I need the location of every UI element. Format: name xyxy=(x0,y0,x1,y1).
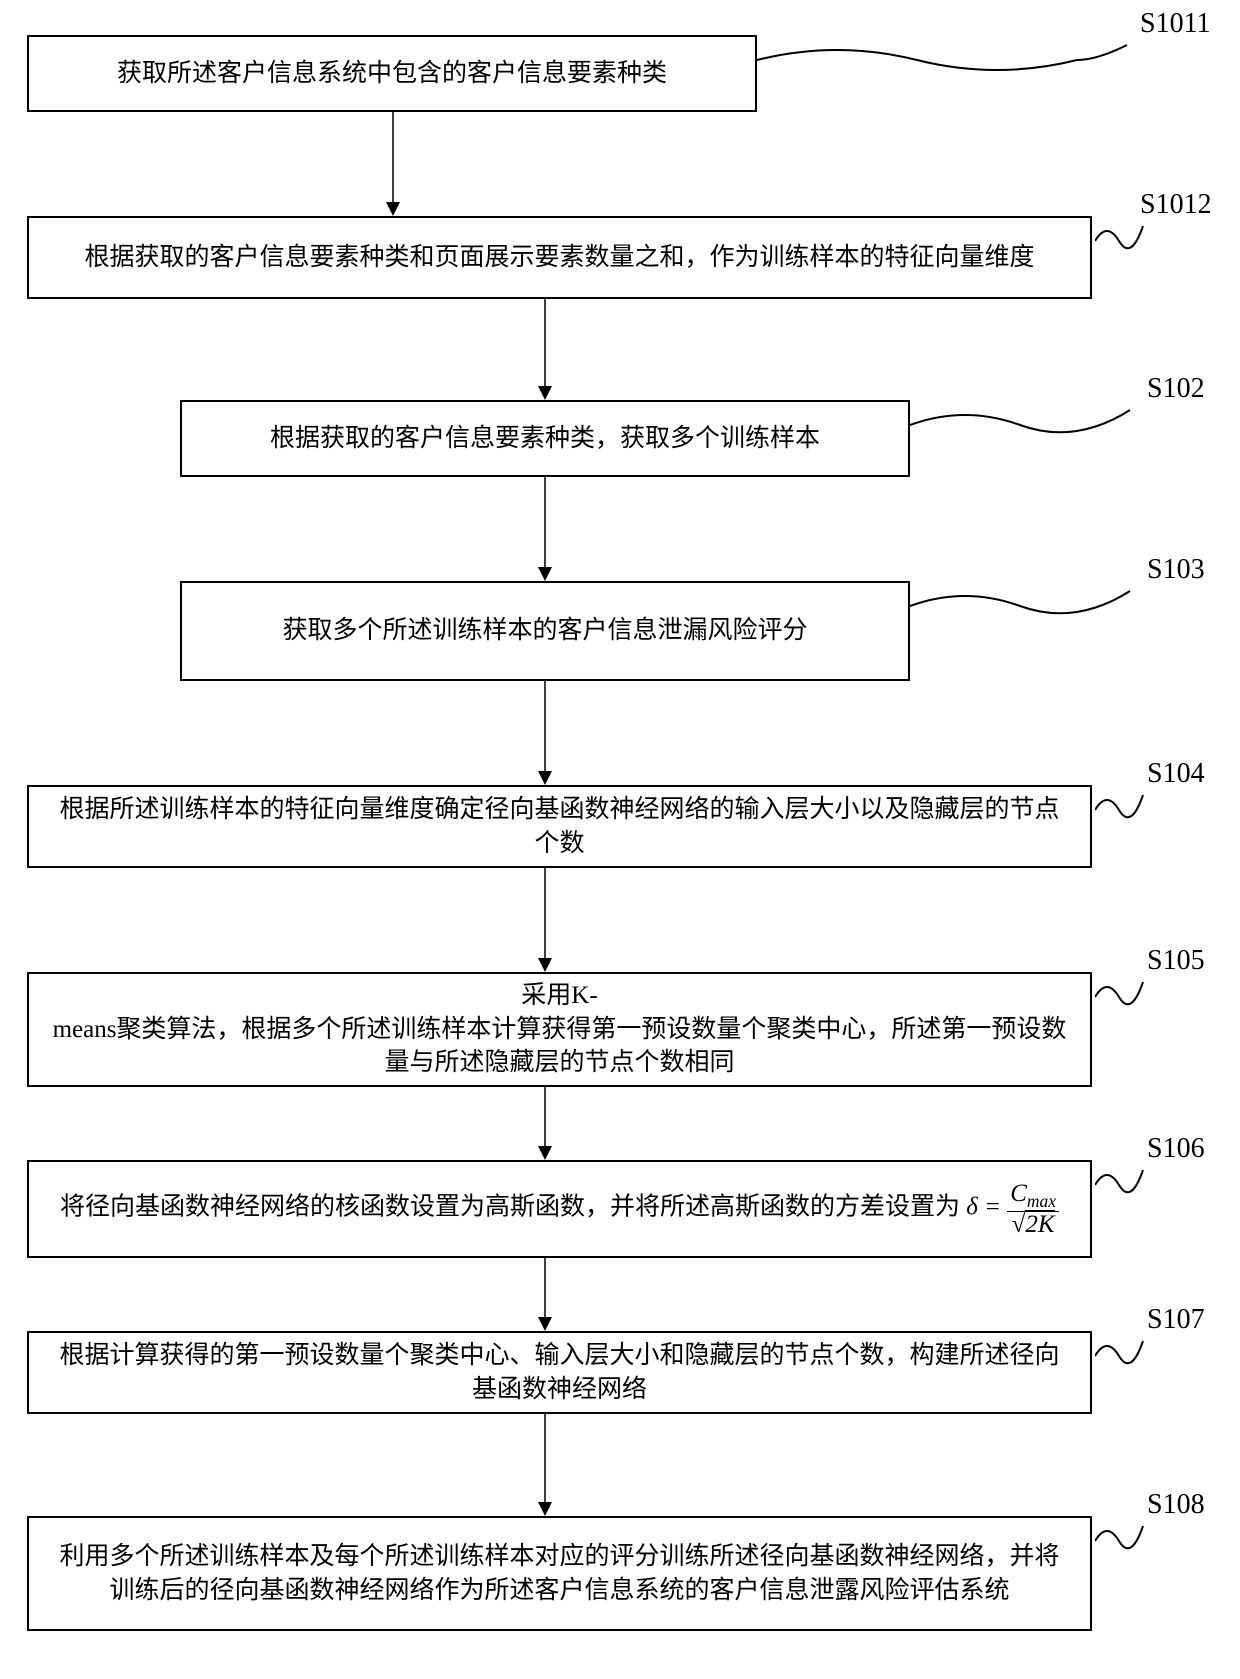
step-text: 根据获取的客户信息要素种类和页面展示要素数量之和，作为训练样本的特征向量维度 xyxy=(84,241,1034,275)
step-label: S107 xyxy=(1147,1304,1205,1336)
flowchart-container: 获取所述客户信息系统中包含的客户信息要素种类 根据获取的客户信息要素种类和页面展… xyxy=(0,0,1240,1679)
step-label: S104 xyxy=(1147,758,1205,790)
step-label: S105 xyxy=(1147,945,1205,977)
step-text: 根据获取的客户信息要素种类，获取多个训练样本 xyxy=(270,422,820,456)
step-label: S1012 xyxy=(1140,189,1212,221)
step-text: 根据计算获得的第一预设数量个聚类中心、输入层大小和隐藏层的节点个数，构建所述径向… xyxy=(49,1339,1070,1407)
step-box-s103: 获取多个所述训练样本的客户信息泄漏风险评分 xyxy=(180,581,910,681)
step-box-s107: 根据计算获得的第一预设数量个聚类中心、输入层大小和隐藏层的节点个数，构建所述径向… xyxy=(27,1331,1092,1414)
squiggle-icon xyxy=(1095,1511,1150,1561)
step-text: 利用多个所述训练样本及每个所述训练样本对应的评分训练所述径向基函数神经网络，并将… xyxy=(49,1540,1070,1608)
step-box-s105: 采用K- means聚类算法，根据多个所述训练样本计算获得第一预设数量个聚类中心… xyxy=(27,972,1092,1087)
squiggle-icon xyxy=(1095,1326,1150,1376)
fraction: Cmax√2K xyxy=(1007,1181,1059,1237)
step-label: S1011 xyxy=(1140,8,1211,40)
arrow-icon xyxy=(537,1414,553,1516)
step-box-s102: 根据获取的客户信息要素种类，获取多个训练样本 xyxy=(180,400,910,477)
step-text: 获取多个所述训练样本的客户信息泄漏风险评分 xyxy=(282,614,807,648)
squiggle-icon xyxy=(1095,211,1150,261)
step-label: S108 xyxy=(1147,1489,1205,1521)
step-box-s104: 根据所述训练样本的特征向量维度确定径向基函数神经网络的输入层大小以及隐藏层的节点… xyxy=(27,785,1092,868)
step-text: 采用K- means聚类算法，根据多个所述训练样本计算获得第一预设数量个聚类中心… xyxy=(49,979,1070,1080)
arrow-icon xyxy=(537,681,553,785)
step-box-s1012: 根据获取的客户信息要素种类和页面展示要素数量之和，作为训练样本的特征向量维度 xyxy=(27,216,1092,299)
arrow-icon xyxy=(537,1087,553,1160)
arrow-icon xyxy=(537,1258,553,1331)
step-label: S102 xyxy=(1147,373,1205,405)
step-text: 将径向基函数神经网络的核函数设置为高斯函数，并将所述高斯函数的方差设置为 δ =… xyxy=(60,1181,1059,1237)
step-text: 根据所述训练样本的特征向量维度确定径向基函数神经网络的输入层大小以及隐藏层的节点… xyxy=(49,793,1070,861)
squiggle-icon xyxy=(1095,1155,1150,1205)
formula: δ = Cmax√2K xyxy=(966,1181,1059,1237)
step-box-s108: 利用多个所述训练样本及每个所述训练样本对应的评分训练所述径向基函数神经网络，并将… xyxy=(27,1516,1092,1631)
arrow-icon xyxy=(537,477,553,581)
squiggle-icon xyxy=(757,30,1137,80)
squiggle-icon xyxy=(1095,967,1150,1017)
arrow-icon xyxy=(385,112,401,216)
step-box-s106: 将径向基函数神经网络的核函数设置为高斯函数，并将所述高斯函数的方差设置为 δ =… xyxy=(27,1160,1092,1258)
step-text: 获取所述客户信息系统中包含的客户信息要素种类 xyxy=(117,57,667,91)
arrow-icon xyxy=(537,868,553,972)
squiggle-icon xyxy=(910,576,1150,626)
arrow-icon xyxy=(537,299,553,400)
squiggle-icon xyxy=(910,395,1150,445)
step-label: S103 xyxy=(1147,554,1205,586)
squiggle-icon xyxy=(1095,780,1150,830)
step-box-s1011: 获取所述客户信息系统中包含的客户信息要素种类 xyxy=(27,35,757,112)
step-label: S106 xyxy=(1147,1133,1205,1165)
